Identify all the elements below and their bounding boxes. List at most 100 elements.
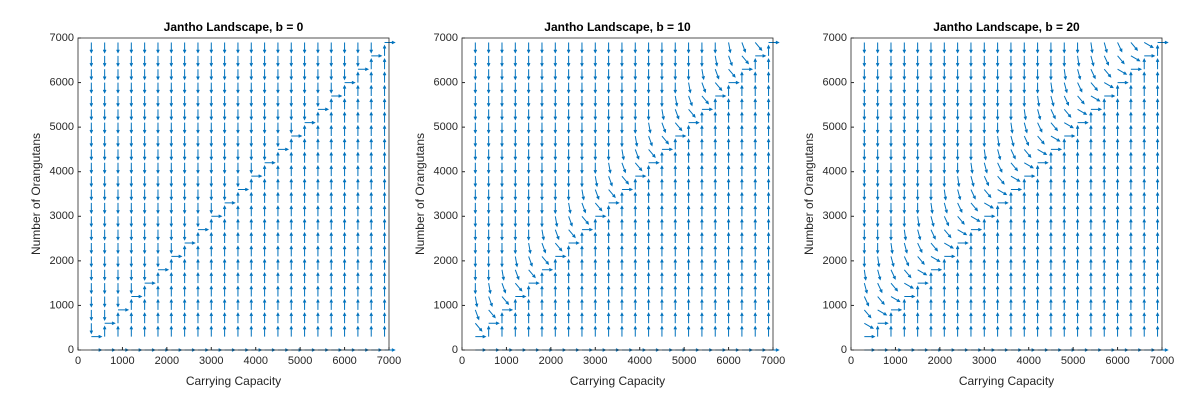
arrow	[102, 149, 107, 161]
arrow	[648, 149, 656, 158]
arrow	[182, 229, 187, 241]
arrow	[634, 135, 639, 148]
arrow	[620, 42, 624, 54]
axes-box	[461, 37, 774, 351]
arrow	[942, 109, 947, 121]
arrow	[196, 231, 200, 244]
arrow	[369, 111, 373, 123]
arrow	[473, 202, 478, 215]
arrow	[1009, 258, 1013, 270]
arrow	[276, 191, 280, 203]
arrow	[473, 95, 478, 108]
arrow	[862, 42, 867, 54]
arrow	[700, 258, 704, 270]
arrow	[753, 111, 757, 123]
arrow	[1062, 298, 1067, 310]
x-tick-label: 1000	[883, 355, 907, 367]
arrow	[1155, 98, 1160, 110]
arrow	[1050, 122, 1059, 132]
arrow	[316, 285, 320, 297]
arrow	[753, 285, 757, 297]
arrow	[581, 189, 585, 201]
arrow	[1155, 285, 1160, 297]
arrow	[169, 298, 174, 310]
arrow	[969, 136, 973, 148]
arrow	[342, 151, 347, 163]
x-tick-label: 4000	[627, 355, 651, 367]
arrow	[1155, 44, 1160, 56]
arrow	[369, 205, 373, 217]
arrow	[566, 325, 571, 337]
arrow	[1129, 312, 1133, 324]
arrow	[129, 42, 134, 54]
arrow	[620, 191, 624, 203]
arrow	[1115, 138, 1120, 150]
arrow	[862, 202, 867, 215]
arrow	[369, 271, 373, 284]
arrow	[1129, 124, 1133, 137]
arrow	[606, 298, 611, 310]
arrow	[356, 55, 360, 67]
arrow	[646, 285, 651, 297]
arrow	[766, 178, 771, 190]
arrow	[942, 312, 947, 324]
arrow	[753, 58, 757, 70]
arrow	[915, 285, 920, 297]
arrow	[673, 178, 678, 190]
arrow	[700, 271, 704, 284]
arrow	[249, 55, 254, 67]
arrow	[580, 312, 584, 324]
arrow	[289, 298, 294, 310]
arrow	[209, 95, 214, 108]
arrow	[1142, 231, 1146, 244]
arrow	[142, 82, 147, 94]
arrow	[766, 245, 771, 257]
arrow	[875, 216, 880, 228]
arrow	[930, 202, 934, 214]
arrow	[1022, 325, 1027, 337]
arrow	[566, 42, 571, 54]
arrow	[621, 187, 634, 192]
arrow	[116, 149, 120, 161]
arrow	[276, 178, 280, 190]
y-tick-label: 3000	[434, 210, 458, 222]
arrow	[862, 82, 867, 94]
arrow	[955, 69, 960, 81]
arrow	[957, 229, 968, 236]
arrow	[169, 312, 174, 324]
y-tick-label: 1000	[434, 299, 458, 311]
arrow	[329, 69, 333, 81]
arrow	[686, 165, 691, 177]
arrow	[1142, 178, 1146, 190]
arrow	[1155, 58, 1160, 70]
arrow	[302, 178, 307, 190]
arrow	[129, 136, 134, 148]
arrow	[342, 42, 347, 54]
arrow	[116, 202, 120, 215]
arrow	[982, 136, 987, 148]
arrow	[713, 98, 717, 110]
arrow	[222, 122, 227, 134]
y-tick-label: 6000	[823, 76, 847, 88]
arrow	[526, 298, 531, 310]
arrow	[929, 271, 933, 284]
arrow	[1075, 285, 1080, 297]
arrow	[486, 136, 491, 148]
arrow	[169, 325, 174, 337]
arrow	[236, 205, 240, 217]
arrow	[902, 312, 907, 324]
arrow	[1155, 325, 1160, 337]
arrow	[501, 308, 514, 312]
arrow	[329, 258, 333, 270]
arrow	[342, 231, 347, 244]
arrow	[740, 298, 744, 310]
arrow	[262, 231, 267, 244]
arrow	[236, 245, 240, 257]
arrow	[875, 162, 880, 174]
arrow	[1049, 285, 1053, 297]
arrow	[526, 109, 531, 121]
arrow	[929, 149, 933, 161]
arrow	[1022, 298, 1027, 310]
arrow	[890, 296, 901, 303]
arrow	[1062, 165, 1067, 177]
